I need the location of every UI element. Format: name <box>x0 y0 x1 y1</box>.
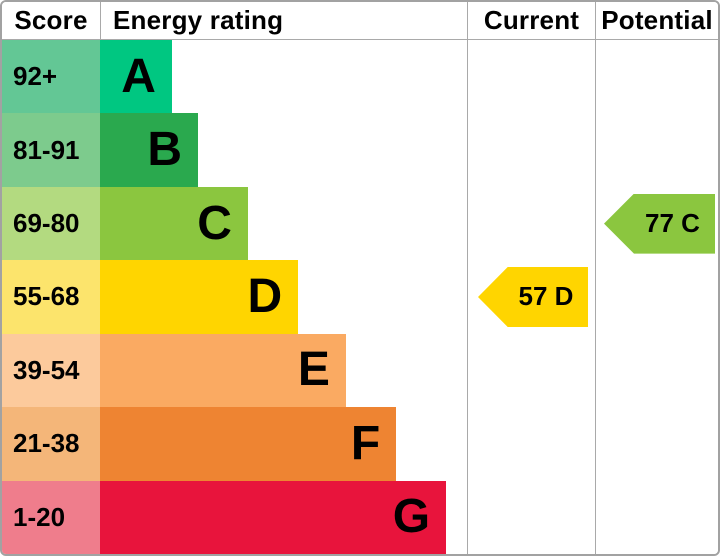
rating-band-b: B <box>100 113 198 187</box>
band-cell-d: D <box>100 260 467 334</box>
column-header-score: Score <box>2 2 100 40</box>
rating-band-e: E <box>100 333 346 408</box>
current-cell-c <box>467 186 595 261</box>
score-range-g: 1-20 <box>2 480 100 554</box>
band-cell-g: G <box>100 480 467 554</box>
score-range-d: 55-68 <box>2 260 100 334</box>
band-cell-e: E <box>100 333 467 408</box>
current-cell-d: 57 D <box>467 260 595 334</box>
potential-cell-g <box>595 480 718 554</box>
band-cell-a: A <box>100 40 467 114</box>
rating-band-a: A <box>100 40 172 114</box>
column-header-energy-rating: Energy rating <box>100 2 467 40</box>
current-rating-arrow: 57 D <box>478 266 588 327</box>
potential-cell-a <box>595 40 718 114</box>
band-cell-b: B <box>100 113 467 187</box>
band-cell-c: C <box>100 186 467 261</box>
column-header-potential: Potential <box>595 2 718 40</box>
current-cell-f <box>467 407 595 481</box>
score-range-a: 92+ <box>2 40 100 114</box>
rating-band-d: D <box>100 260 299 334</box>
current-cell-e <box>467 333 595 408</box>
rating-band-f: F <box>100 407 397 481</box>
band-cell-f: F <box>100 407 467 481</box>
potential-cell-f <box>595 407 718 481</box>
potential-cell-e <box>595 333 718 408</box>
column-header-current: Current <box>467 2 595 40</box>
score-range-c: 69-80 <box>2 186 100 261</box>
current-cell-b <box>467 113 595 187</box>
potential-cell-b <box>595 113 718 187</box>
current-cell-g <box>467 480 595 554</box>
potential-cell-c: 77 C <box>595 186 718 261</box>
score-range-b: 81-91 <box>2 113 100 187</box>
potential-rating-arrow: 77 C <box>604 193 715 254</box>
rating-band-g: G <box>100 480 447 554</box>
rating-band-c: C <box>100 186 248 261</box>
current-cell-a <box>467 40 595 114</box>
potential-cell-d <box>595 260 718 334</box>
score-range-e: 39-54 <box>2 333 100 408</box>
score-range-f: 21-38 <box>2 407 100 481</box>
